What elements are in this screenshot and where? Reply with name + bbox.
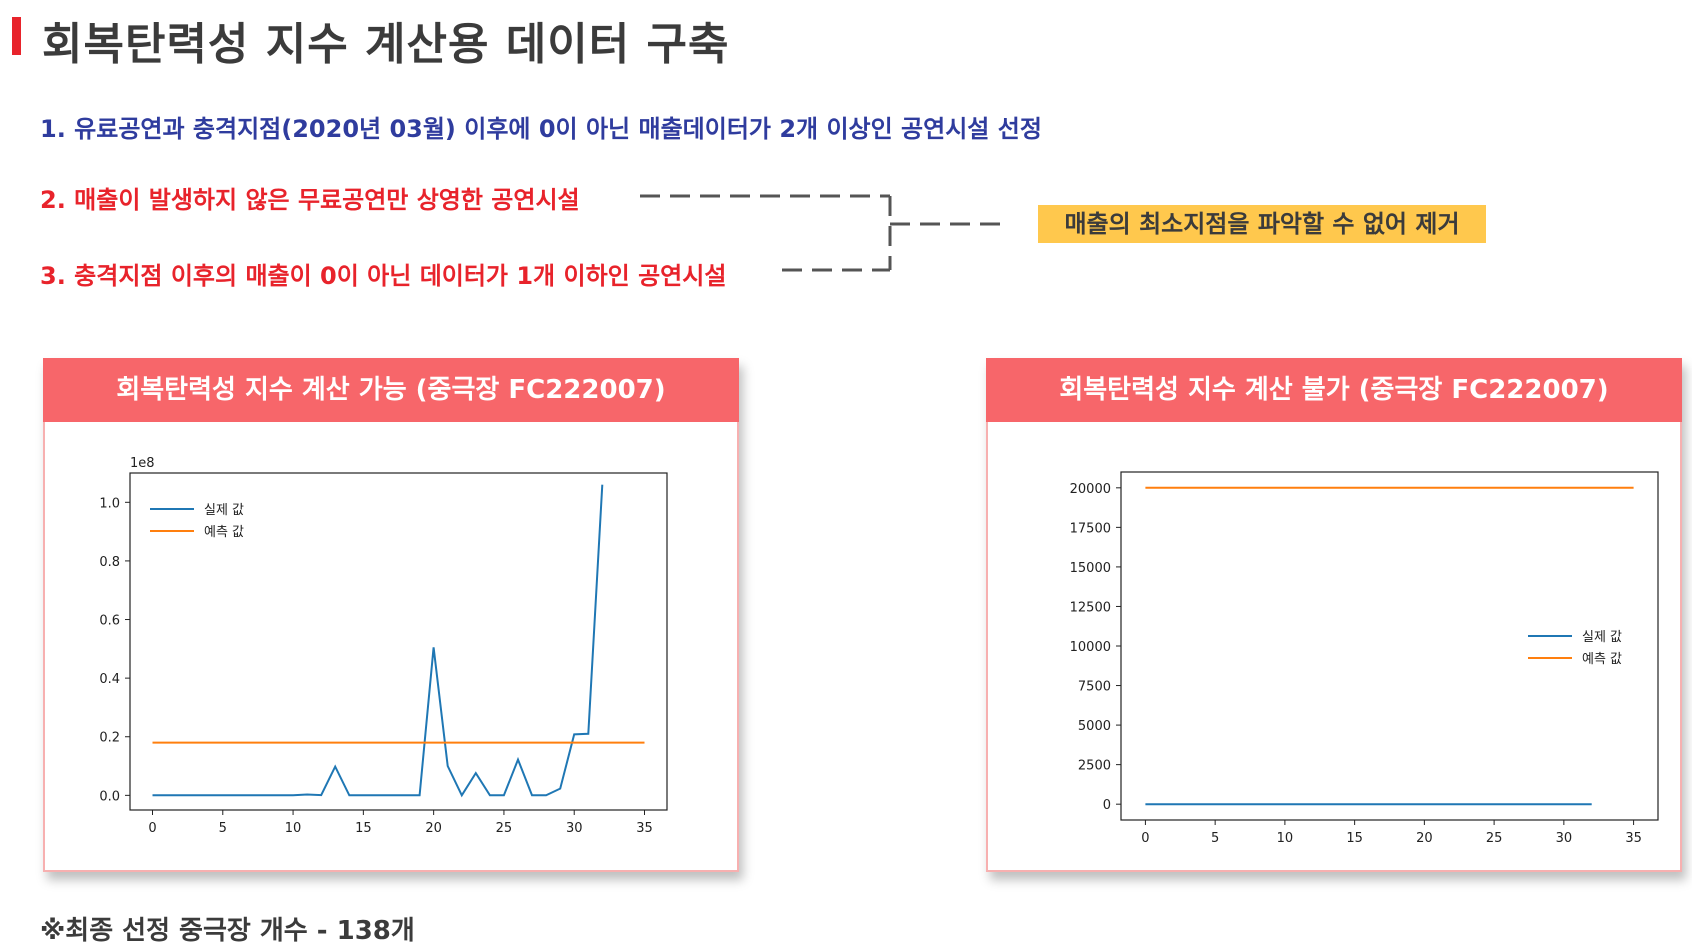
y-tick-label: 0 <box>1103 798 1111 813</box>
x-tick-label: 35 <box>636 821 653 836</box>
y-tick-label: 2500 <box>1078 759 1111 774</box>
x-tick-label: 25 <box>496 821 513 836</box>
chart-card-impossible: 회복탄력성 지수 계산 불가 (중극장 FC222007) 0 5 10 15 20 25… <box>986 358 1682 872</box>
y-tick-label: 17500 <box>1070 521 1111 536</box>
criterion-2: 2. 매출이 발생하지 않은 무료공연만 상영한 공연시설 <box>40 186 580 214</box>
card-header: 회복탄력성 지수 계산 가능 (중극장 FC222007) <box>43 358 739 422</box>
chart-card-possible: 회복탄력성 지수 계산 가능 (중극장 FC222007) 0 5 10 15 20 25… <box>43 358 739 872</box>
y-tick-label: 0.8 <box>99 555 120 570</box>
y-tick-label: 10000 <box>1070 640 1111 655</box>
axis-offset-label: 1e8 <box>130 456 155 471</box>
y-tick-label: 0.6 <box>99 614 120 629</box>
card-header: 회복탄력성 지수 계산 불가 (중극장 FC222007) <box>986 358 1682 422</box>
footer-note: ※최종 선정 중극장 개수 - 138개 <box>40 916 415 946</box>
plot-frame <box>129 472 668 811</box>
page-title: 회복탄력성 지수 계산용 데이터 구축 <box>42 19 730 70</box>
x-tick-label: 15 <box>355 821 372 836</box>
y-tick-label: 1.0 <box>99 496 120 511</box>
x-tick-label: 25 <box>1486 831 1503 846</box>
line-chart-impossible: 0 5 10 15 20 25 30 35 0 2500 5000 7500 10000 12500 150… <box>1070 471 1659 846</box>
x-tick-label: 20 <box>1416 831 1433 846</box>
x-tick-label: 15 <box>1346 831 1363 846</box>
x-tick-label: 5 <box>219 821 227 836</box>
y-tick-label: 0.2 <box>99 731 120 746</box>
y-tick-label: 7500 <box>1078 680 1111 695</box>
series-line-0 <box>152 484 604 798</box>
x-tick-label: 10 <box>285 821 302 836</box>
title-accent-bar <box>12 17 21 55</box>
criterion-1: 1. 유료공연과 충격지점(2020년 03월) 이후에 0이 아닌 매출데이터… <box>40 115 1042 143</box>
x-tick-label: 0 <box>1141 831 1149 846</box>
legend-label-0: 실제 값 <box>1582 630 1622 645</box>
plot-frame <box>1120 471 1659 821</box>
y-tick-label: 15000 <box>1070 561 1111 576</box>
x-tick-label: 10 <box>1277 831 1294 846</box>
line-chart-possible: 0 5 10 15 20 25 30 35 0.0 0.2 0.4 0.6 0.8 1.0 1e8 실제 값예… <box>99 456 668 836</box>
legend-label-1: 예측 값 <box>204 525 244 540</box>
legend-label-0: 실제 값 <box>204 503 244 518</box>
x-tick-label: 0 <box>148 821 156 836</box>
removal-note: 매출의 최소지점을 파악할 수 없어 제거 <box>1038 205 1486 243</box>
y-tick-label: 0.4 <box>99 672 120 687</box>
y-tick-label: 12500 <box>1070 600 1111 615</box>
x-tick-label: 35 <box>1625 831 1642 846</box>
legend-label-1: 예측 값 <box>1582 652 1622 667</box>
criterion-3: 3. 충격지점 이후의 매출이 0이 아닌 데이터가 1개 이하인 공연시설 <box>40 262 727 290</box>
y-tick-label: 5000 <box>1078 719 1111 734</box>
bracket-connector <box>640 194 1005 272</box>
x-tick-label: 30 <box>1556 831 1573 846</box>
x-tick-label: 5 <box>1211 831 1219 846</box>
y-tick-label: 20000 <box>1070 482 1111 497</box>
x-tick-label: 20 <box>425 821 442 836</box>
x-tick-label: 30 <box>566 821 583 836</box>
y-tick-label: 0.0 <box>99 789 120 804</box>
